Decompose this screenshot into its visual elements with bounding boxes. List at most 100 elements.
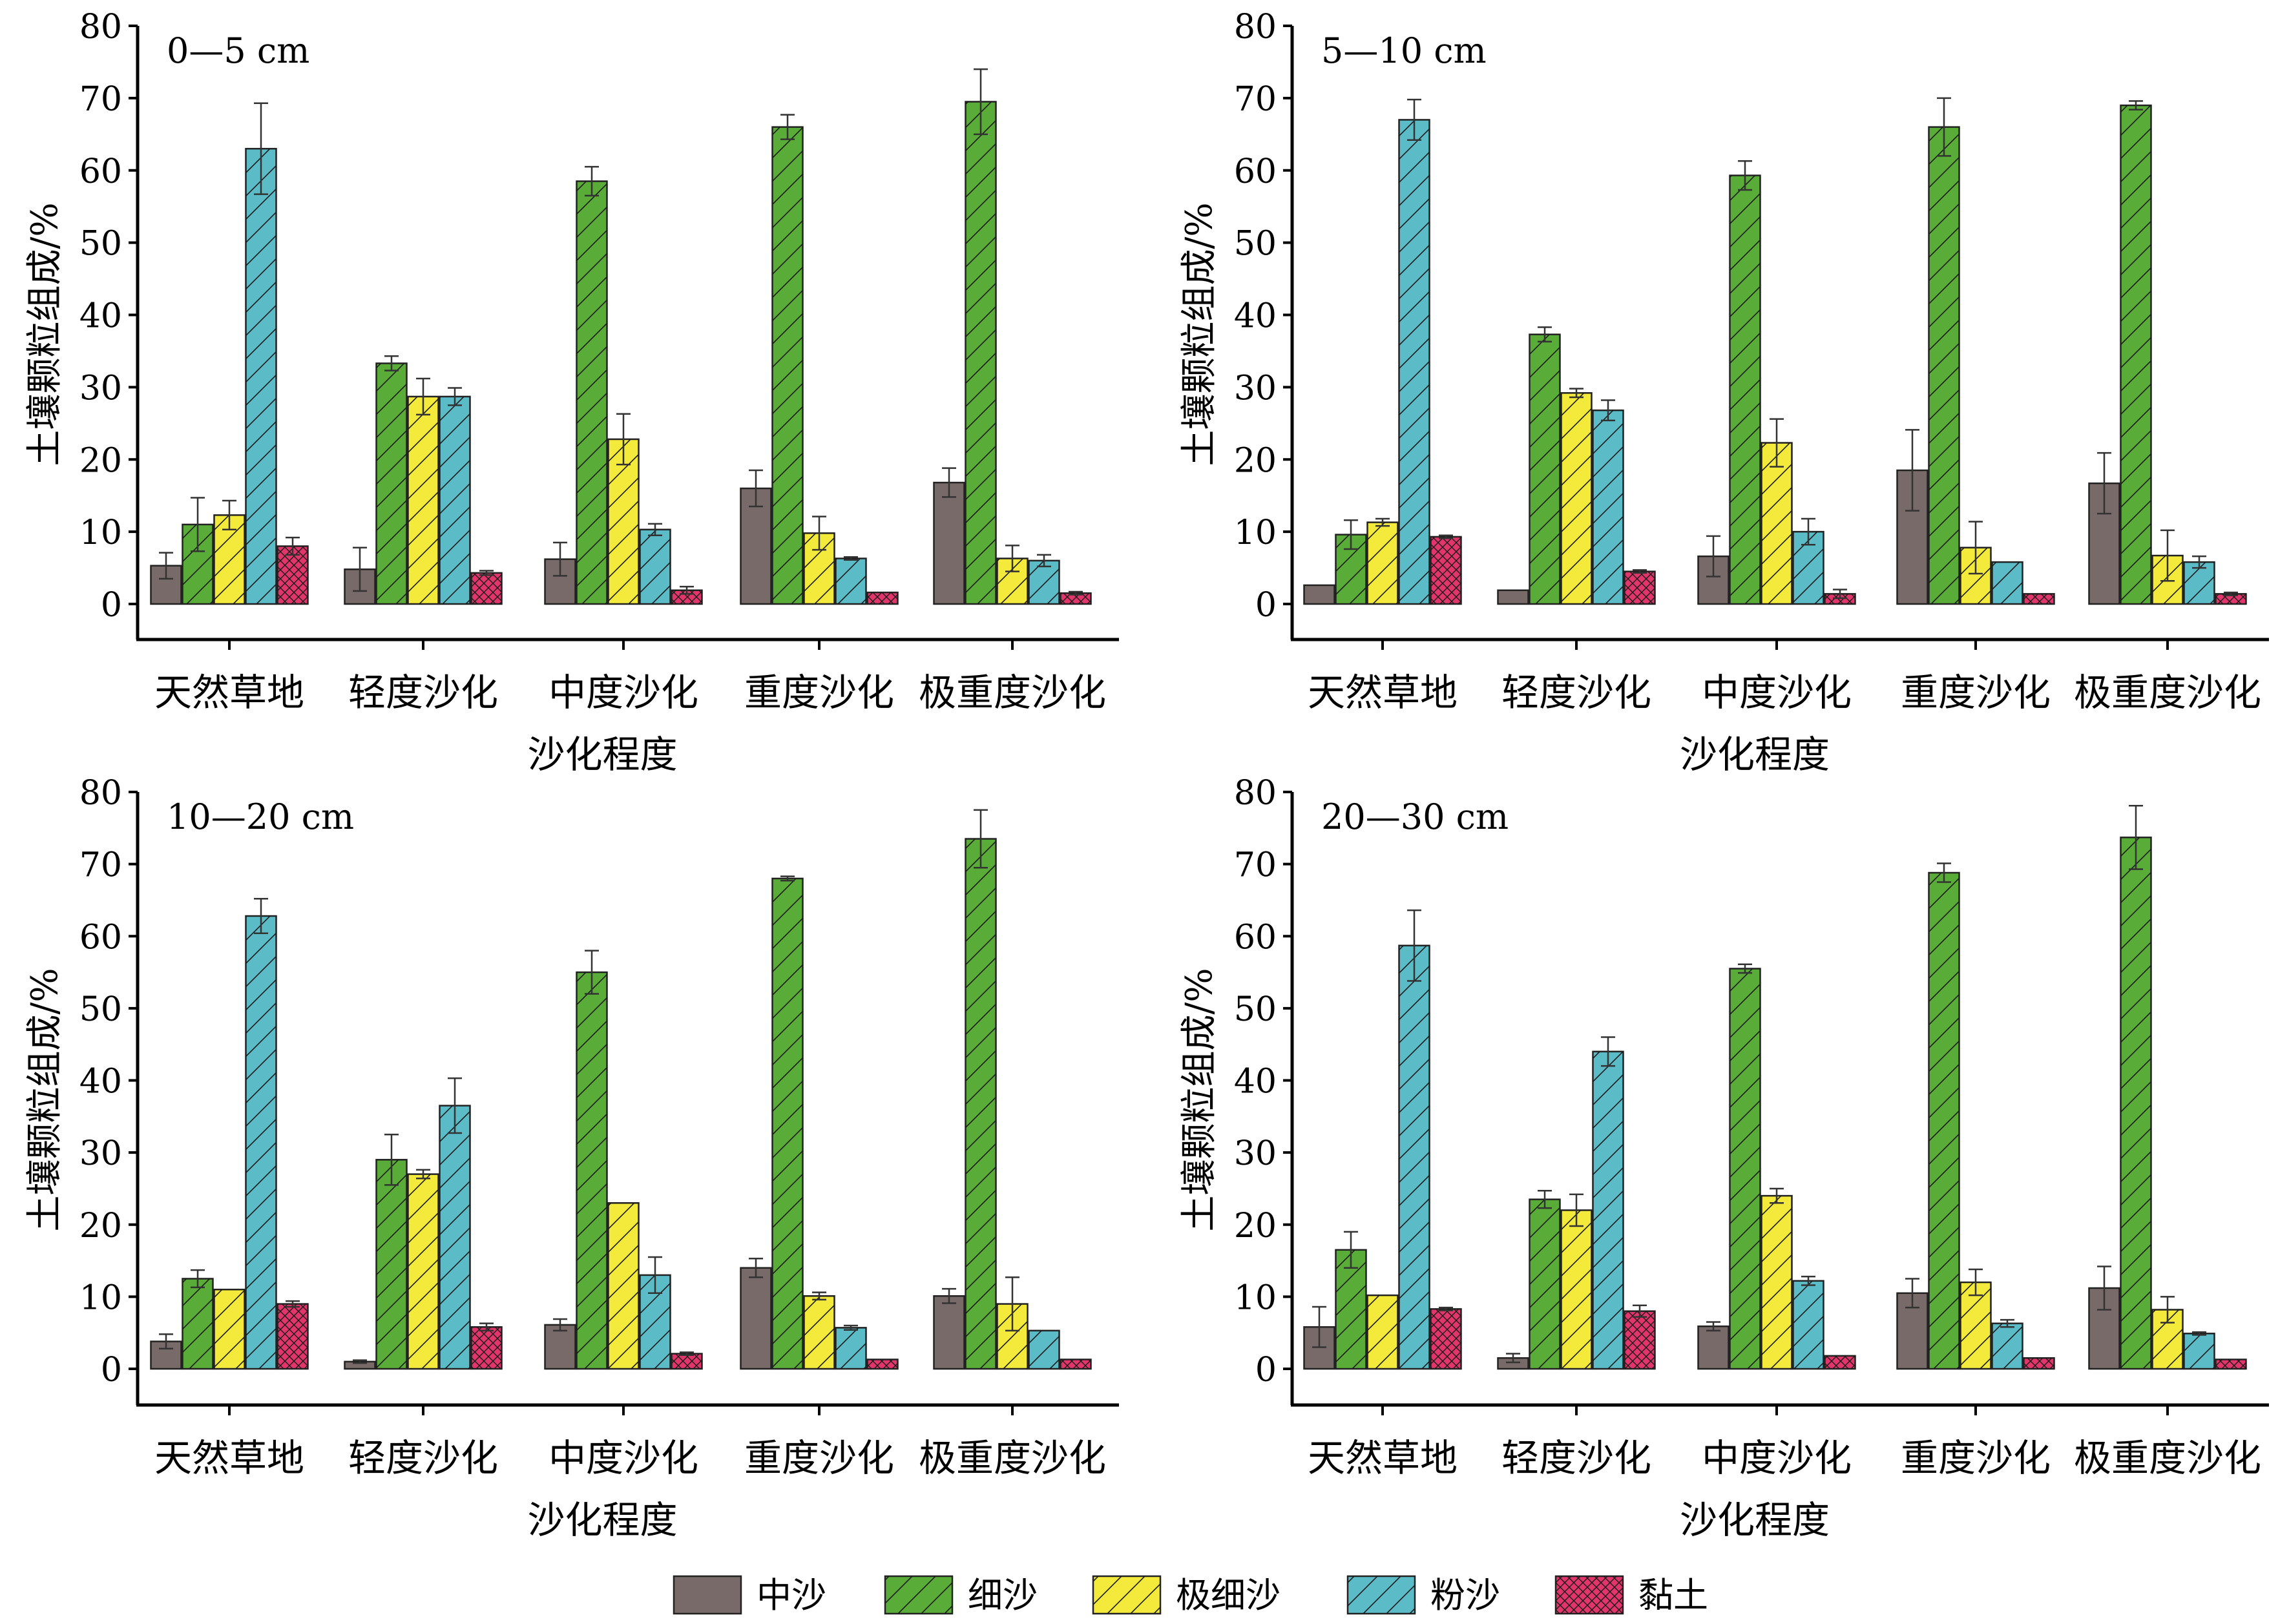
y-tick-label: 30 [79,1134,122,1173]
legend-label: 粉沙 [1430,1575,1500,1616]
bar-pattern [1029,560,1060,604]
bar-pattern [1529,334,1560,604]
x-tick-label: 中度沙化 [549,1436,698,1480]
legend-swatch-pattern [1093,1576,1160,1614]
bar-pattern [2023,594,2054,604]
y-tick-label: 20 [79,1207,122,1245]
y-tick-label: 50 [1234,225,1277,264]
bar-pattern [1430,536,1461,604]
bar-pattern [439,1105,470,1369]
legend: 中沙 细沙 极细沙 粉沙 黏土 [673,1575,1708,1616]
bar-pattern [1430,1309,1461,1369]
bar-pattern [214,1289,245,1369]
x-tick-label: 重度沙化 [1901,1436,2051,1480]
x-axis-title: 沙化程度 [1680,1498,1830,1542]
y-tick-label: 80 [79,8,122,47]
legend-label: 细沙 [968,1575,1038,1616]
y-tick-label: 60 [1234,152,1277,191]
y-axis-title: 土壤颗粒组成/% [1178,968,1220,1231]
bar-pattern [1761,1196,1792,1369]
x-axis-title: 沙化程度 [527,733,677,776]
y-tick-label: 30 [79,369,122,408]
bar-pattern [608,1203,639,1369]
bar-pattern [835,558,866,604]
bar-pattern [1399,120,1430,604]
legend-item: 粉沙 [1346,1575,1500,1616]
bar [544,1324,576,1370]
x-tick-label: 轻度沙化 [1501,1436,1651,1480]
y-tick-label: 40 [1234,297,1277,336]
y-tick-label: 60 [79,152,122,191]
bar-pattern [246,149,277,604]
y-tick-label: 80 [79,774,122,813]
legend-item: 极细沙 [1092,1575,1280,1616]
y-tick-label: 10 [79,514,122,552]
bar-pattern [1624,571,1655,604]
bar-pattern [1335,1249,1366,1369]
x-tick-label: 轻度沙化 [348,1436,498,1480]
y-tick-label: 10 [1234,1278,1277,1317]
bar-pattern [1029,1330,1060,1369]
panel-title: 5—10 cm [1321,30,1487,71]
bar-pattern [2184,1333,2215,1369]
x-tick-label: 轻度沙化 [348,671,498,714]
legend-item: 黏土 [1554,1575,1708,1616]
y-tick-label: 50 [79,225,122,264]
legend-swatch-pattern [885,1576,952,1614]
legend-item: 细沙 [884,1575,1038,1616]
y-tick-label: 20 [1234,441,1277,480]
bar-pattern [2120,837,2151,1369]
bar-pattern [1624,1311,1655,1369]
x-axis-title: 沙化程度 [1680,733,1830,776]
y-tick-label: 0 [1255,1351,1277,1390]
bar-pattern [671,1353,702,1369]
y-tick-label: 70 [1234,80,1277,119]
y-tick-label: 80 [1234,774,1277,813]
bar-pattern [1367,1295,1398,1369]
bar-pattern [1399,945,1430,1369]
y-tick-label: 30 [1234,369,1277,408]
bar-pattern [608,439,639,604]
bar-pattern [804,1296,835,1369]
bar-pattern [671,590,702,604]
bar [740,1267,772,1370]
bar-pattern [1561,393,1592,604]
bar-pattern [576,181,607,604]
legend-swatch-pattern [1556,1576,1623,1614]
bar-pattern [1060,593,1091,604]
bar-pattern [2184,562,2215,604]
x-tick-label: 天然草地 [1308,1436,1458,1480]
bar-pattern [1561,1210,1592,1369]
bar-pattern [1060,1359,1091,1369]
y-tick-label: 30 [1234,1134,1277,1173]
bar-pattern [2215,594,2246,604]
legend-label: 中沙 [757,1575,826,1616]
bar [2088,1287,2120,1370]
x-tick-label: 中度沙化 [1702,1436,1852,1480]
x-tick-label: 重度沙化 [1901,671,2051,714]
bar [1303,584,1335,605]
y-axis-title: 土壤颗粒组成/% [1178,202,1220,466]
x-tick-label: 极重度沙化 [2074,1436,2261,1480]
bar-pattern [640,529,671,604]
bar-pattern [1593,1051,1624,1369]
bar-pattern [376,363,407,604]
panel-title: 0—5 cm [167,30,309,71]
bar-pattern [1992,562,2023,604]
y-tick-label: 70 [79,80,122,119]
bar [1497,589,1529,605]
y-axis-title: 土壤颗粒组成/% [24,202,66,466]
bar-pattern [439,396,470,604]
y-tick-label: 70 [79,846,122,885]
bar [933,1295,965,1370]
bar-pattern [772,127,803,604]
legend-label: 黏土 [1638,1575,1708,1616]
bar-pattern [1529,1199,1560,1369]
bar-pattern [1824,1355,1855,1369]
y-tick-label: 50 [1234,990,1277,1029]
y-tick-label: 10 [1234,514,1277,552]
bar-pattern [1367,522,1398,604]
chart-panel: 0 10 20 30 40 50 60 70 80 天然草地 轻度沙化 中度沙化 重度沙化 极重度沙化 10… [24,774,1119,1542]
bar-pattern [835,1327,866,1369]
